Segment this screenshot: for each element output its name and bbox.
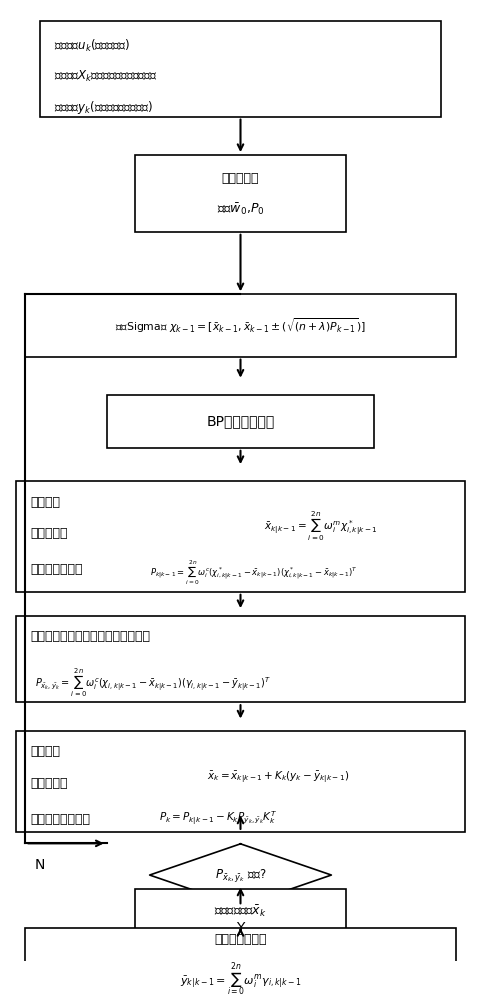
Text: 计算状态变量与测量变量的协方差：: 计算状态变量与测量变量的协方差： <box>30 630 150 643</box>
Text: 输入变量$u_k$(光照和温度): 输入变量$u_k$(光照和温度) <box>54 38 130 54</box>
FancyBboxPatch shape <box>25 294 455 357</box>
Text: 误差协方差更新：: 误差协方差更新： <box>30 813 90 826</box>
Text: $P_{\bar{x}_k,\bar{y}_k}=\sum_{i=0}^{2n}\omega_i^c(\chi_{i,k|k-1}-\bar{x}_{k|k-1: $P_{\bar{x}_k,\bar{y}_k}=\sum_{i=0}^{2n}… <box>35 666 270 699</box>
FancyBboxPatch shape <box>16 481 464 592</box>
Text: $P_{\bar{x}_k,\bar{y}_k}$ 收敛?: $P_{\bar{x}_k,\bar{y}_k}$ 收敛? <box>214 867 266 884</box>
Text: 状态更新：: 状态更新： <box>30 527 68 540</box>
FancyBboxPatch shape <box>135 155 345 232</box>
Text: 误差方差更新：: 误差方差更新： <box>30 563 83 576</box>
FancyBboxPatch shape <box>107 395 373 448</box>
Text: 状态变量$X_k$（神经网络权值和阈值）: 状态变量$X_k$（神经网络权值和阈值） <box>54 69 157 84</box>
Text: 测量变量$y_k$(有功功率和无功功率): 测量变量$y_k$(有功功率和无功功率) <box>54 99 153 116</box>
Text: 计算系统的输出: 计算系统的输出 <box>214 933 266 946</box>
Text: $\bar{x}_{k|k-1}=\sum_{i=0}^{2n}\omega_i^m\chi^*_{i,k|k-1}$: $\bar{x}_{k|k-1}=\sum_{i=0}^{2n}\omega_i… <box>264 510 377 543</box>
FancyBboxPatch shape <box>39 21 441 117</box>
Text: 测量更新: 测量更新 <box>30 745 60 758</box>
Text: 状态变量初: 状态变量初 <box>221 172 259 185</box>
Text: 状态更新：: 状态更新： <box>30 777 68 790</box>
Text: 始化$\bar{w}_0$,$P_0$: 始化$\bar{w}_0$,$P_0$ <box>216 201 264 217</box>
Text: BP网络前向传播: BP网络前向传播 <box>206 414 274 428</box>
Text: $\bar{x}_k=\bar{x}_{k|k-1}+K_k(y_k-\bar{y}_{k|k-1})$: $\bar{x}_k=\bar{x}_{k|k-1}+K_k(y_k-\bar{… <box>206 769 348 785</box>
Text: Y: Y <box>236 921 244 935</box>
FancyBboxPatch shape <box>16 616 464 702</box>
Text: 时间更新: 时间更新 <box>30 496 60 509</box>
Text: $P_k=P_{k|k-1}-K_kP_{\bar{y}_k,\bar{y}_k}K_k^T$: $P_k=P_{k|k-1}-K_kP_{\bar{y}_k,\bar{y}_k… <box>159 810 277 827</box>
Text: 输出状态向量$\bar{x}_k$: 输出状态向量$\bar{x}_k$ <box>214 903 266 919</box>
Text: $\bar{y}_{k|k-1}=\sum_{i=0}^{2n}\omega_i^m\gamma_{i,k|k-1}$: $\bar{y}_{k|k-1}=\sum_{i=0}^{2n}\omega_i… <box>180 961 300 999</box>
FancyBboxPatch shape <box>135 889 345 933</box>
FancyBboxPatch shape <box>16 731 464 832</box>
FancyBboxPatch shape <box>25 928 455 1000</box>
Text: $P_{k|k-1}=\sum_{i=0}^{2n}\omega_i^c(\chi^*_{i,k|k-1}-\bar{x}_{k|k-1})(\chi^*_{i: $P_{k|k-1}=\sum_{i=0}^{2n}\omega_i^c(\ch… <box>149 558 356 587</box>
Text: 计算Sigma点 $\chi_{k-1}=[\bar{x}_{k-1},\bar{x}_{k-1}\pm(\sqrt{(n+\lambda)P_{k-1}})]: 计算Sigma点 $\chi_{k-1}=[\bar{x}_{k-1},\bar… <box>115 316 365 335</box>
Text: N: N <box>35 858 45 872</box>
